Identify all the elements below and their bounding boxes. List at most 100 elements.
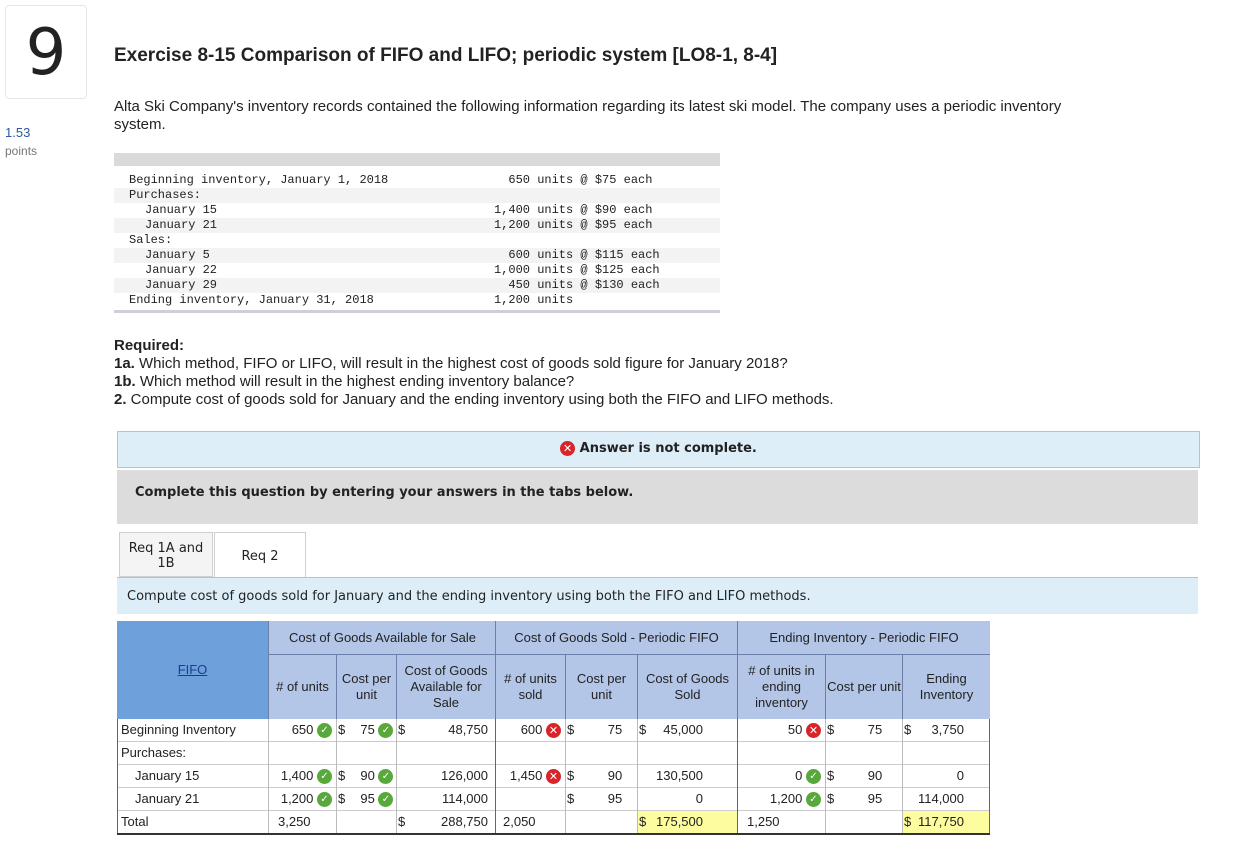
row-label: Total (117, 811, 268, 834)
column-header: Cost of Goods Available for Sale (396, 654, 495, 719)
required-item-1a: 1a. Which method, FIFO or LIFO, will res… (114, 355, 788, 372)
column-divider (737, 719, 738, 834)
info-row: January 29 450 units @ $130 each (114, 278, 720, 293)
column-header: Cost of Goods Sold (637, 654, 737, 719)
required-item-2: 2. Compute cost of goods sold for Januar… (114, 391, 834, 408)
cost-per-unit-cell (336, 811, 396, 834)
cost-per-unit-cell[interactable]: $ 75 ✓ (336, 719, 396, 742)
sold-cost-per-unit-cell[interactable]: $75 (565, 719, 637, 742)
column-divider (336, 719, 337, 834)
column-header: # of units (268, 654, 336, 719)
units-cell[interactable]: 1,400 ✓ (268, 765, 336, 788)
required-item-1b: 1b. Which method will result in the high… (114, 373, 575, 390)
ending-inventory-cell[interactable]: $3,750 (902, 719, 990, 742)
group-header-available: Cost of Goods Available for Sale (268, 621, 496, 654)
question-number: 9 (25, 16, 67, 90)
info-row: Beginning inventory, January 1, 2018 650… (114, 173, 720, 188)
sold-cost-per-unit-cell (565, 811, 637, 834)
empty-cell (737, 742, 825, 765)
sold-cost-per-unit-cell[interactable]: $90 (565, 765, 637, 788)
column-header: # of units sold (495, 654, 565, 719)
ending-cost-per-unit-cell[interactable]: $75 (825, 719, 902, 742)
tab-req-2[interactable]: Req 2 (214, 532, 306, 579)
cost-per-unit-cell[interactable]: $ 95 ✓ (336, 788, 396, 811)
info-row-label: January 29 (145, 278, 218, 292)
fifo-table: FIFO Cost of Goods Available for Sale Cost… (117, 621, 990, 835)
tab-req-1a-1b[interactable]: Req 1A and 1B (119, 532, 213, 577)
column-divider (268, 719, 269, 834)
info-row-label: January 21 (145, 218, 218, 232)
empty-cell (565, 742, 637, 765)
available-cell: $288,750 (396, 811, 495, 834)
info-row: Purchases: (114, 188, 720, 203)
ending-cost-per-unit-cell[interactable]: $95 (825, 788, 902, 811)
available-cell: 114,000 (396, 788, 495, 811)
available-cell: 126,000 (396, 765, 495, 788)
cogs-cell[interactable]: $45,000 (637, 719, 737, 742)
row-label: Beginning Inventory (117, 719, 268, 742)
info-row: January 5 600 units @ $115 each (114, 248, 720, 263)
sold-cost-per-unit-cell[interactable]: $95 (565, 788, 637, 811)
fifo-link[interactable]: FIFO (177, 662, 208, 677)
ending-cost-per-unit-cell[interactable]: $90 (825, 765, 902, 788)
ending-units-cell[interactable]: 50 ✕ (737, 719, 825, 742)
tab-req-2-label: Req 2 (241, 549, 279, 564)
column-header: Cost per unit (825, 654, 902, 719)
ending-cost-per-unit-cell (825, 811, 902, 834)
instructions-box: Compute cost of goods sold for January a… (117, 578, 1198, 614)
ending-units-cell[interactable]: 0 ✓ (737, 765, 825, 788)
info-table-header-bar (114, 153, 720, 166)
units-sold-cell[interactable] (495, 788, 565, 811)
row-label: Purchases: (117, 742, 268, 765)
required-heading: Required: (114, 337, 185, 354)
column-divider (396, 719, 397, 834)
prompt-box: Complete this question by entering your … (117, 470, 1198, 524)
info-row-label: January 5 (145, 248, 210, 262)
correct-check-icon: ✓ (317, 792, 332, 808)
units-cell[interactable]: 650 ✓ (268, 719, 336, 742)
cogs-cell[interactable]: 130,500 (637, 765, 737, 788)
incorrect-icon: ✕ (546, 769, 561, 785)
correct-check-icon: ✓ (806, 792, 821, 808)
prompt-text: Complete this question by entering your … (135, 485, 634, 500)
ending-units-cell[interactable]: 1,200 ✓ (737, 788, 825, 811)
empty-cell (637, 742, 737, 765)
incorrect-icon: ✕ (806, 723, 821, 739)
cost-per-unit-cell[interactable]: $ 90 ✓ (336, 765, 396, 788)
info-row: January 21 1,200 units @ $95 each (114, 218, 720, 233)
column-divider (825, 719, 826, 834)
correct-check-icon: ✓ (378, 723, 394, 739)
correct-check-icon: ✓ (378, 792, 394, 808)
empty-cell (268, 742, 336, 765)
tab-divider (117, 577, 1198, 578)
column-divider (117, 719, 118, 834)
ending-units-cell: 1,250 (737, 811, 825, 834)
info-row-value: 1,200 units @ $95 each (494, 218, 653, 232)
info-row-label: Ending inventory, January 31, 2018 (129, 293, 374, 307)
cogs-cell[interactable]: 0 (637, 788, 737, 811)
column-divider (565, 719, 566, 834)
ending-inventory-cell[interactable]: 0 (902, 765, 990, 788)
column-header: Cost per unit (336, 654, 396, 719)
column-divider (902, 719, 903, 834)
units-sold-cell[interactable]: 1,450 ✕ (495, 765, 565, 788)
column-divider (989, 719, 990, 834)
info-row-label: Beginning inventory, January 1, 2018 (129, 173, 389, 187)
info-row: Sales: (114, 233, 720, 248)
units-cell[interactable]: 1,200 ✓ (268, 788, 336, 811)
points-label: points (5, 144, 38, 158)
inventory-info-table: Beginning inventory, January 1, 2018 650… (114, 153, 720, 313)
ending-inventory-cell[interactable]: 114,000 (902, 788, 990, 811)
info-row-label: Sales: (129, 233, 173, 247)
empty-cell (825, 742, 902, 765)
info-row: January 22 1,000 units @ $125 each (114, 263, 720, 278)
correct-check-icon: ✓ (317, 769, 332, 785)
units-sold-cell[interactable]: 600 ✕ (495, 719, 565, 742)
info-row-value: 1,400 units @ $90 each (494, 203, 653, 217)
correct-check-icon: ✓ (317, 723, 332, 739)
info-row: Ending inventory, January 31, 2018 1,200 … (114, 293, 720, 308)
table-bottom-border (117, 833, 990, 835)
instructions-text: Compute cost of goods sold for January a… (127, 589, 811, 604)
row-label: January 15 (117, 765, 268, 788)
info-row: January 15 1,400 units @ $90 each (114, 203, 720, 218)
